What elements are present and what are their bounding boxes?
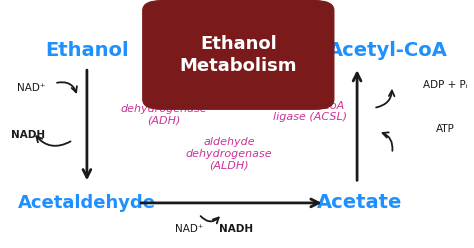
Text: NAD⁺: NAD⁺	[17, 83, 45, 93]
Text: Acetaldehyde: Acetaldehyde	[18, 194, 156, 212]
Text: NADH: NADH	[219, 224, 253, 234]
Text: Acetyl-CoA: Acetyl-CoA	[328, 40, 447, 60]
Text: alcohol
dehydrogenase
(ADH): alcohol dehydrogenase (ADH)	[120, 93, 207, 126]
Text: Acetate-CoA
ligase (ACSL): Acetate-CoA ligase (ACSL)	[273, 101, 347, 123]
Text: NADH: NADH	[11, 130, 45, 140]
Text: NAD⁺: NAD⁺	[175, 224, 203, 234]
FancyBboxPatch shape	[143, 1, 334, 109]
Text: Ethanol: Ethanol	[45, 40, 129, 60]
Text: aldehyde
dehydrogenase
(ALDH): aldehyde dehydrogenase (ALDH)	[186, 137, 272, 170]
Text: ADP + Pᵢ: ADP + Pᵢ	[423, 80, 468, 90]
Text: Ethanol
Metabolism: Ethanol Metabolism	[180, 35, 297, 75]
Text: Acetate: Acetate	[317, 193, 402, 213]
Text: ATP: ATP	[436, 124, 455, 134]
